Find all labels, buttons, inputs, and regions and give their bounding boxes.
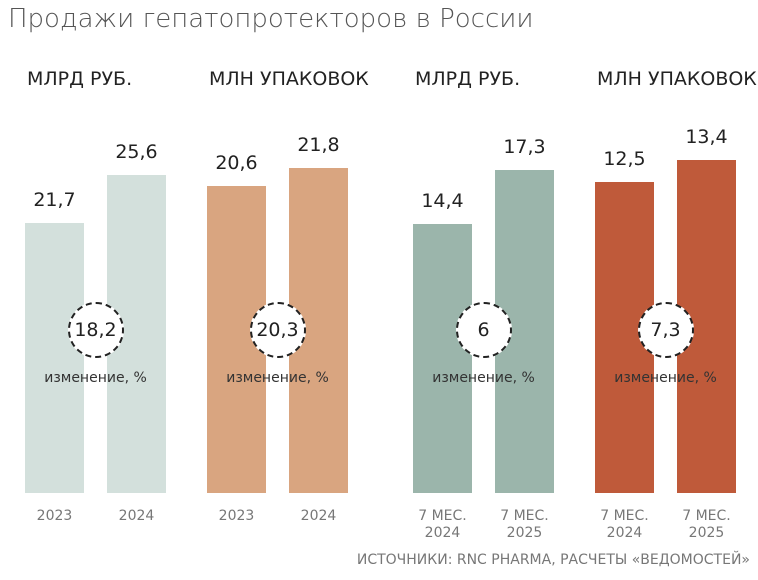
source: ИСТОЧНИКИ: RNC PHARMA, РАСЧЕТЫ «ВЕДОМОСТ…	[356, 552, 750, 568]
x-tick-label: 7 МЕС. 2025	[682, 508, 731, 541]
change-label: изменение, %	[226, 370, 329, 386]
panel-title: МЛН УПАКОВОК	[597, 68, 757, 90]
x-tick-label: 2024	[300, 508, 337, 524]
chart-title: Продажи гепатопротекторов в России	[8, 4, 534, 34]
x-tick-label: 7 МЕС. 2024	[600, 508, 649, 541]
value-label: 21,8	[297, 133, 340, 156]
change-circle: 18,2	[67, 302, 124, 358]
change-label: изменение, %	[432, 370, 535, 386]
value-label: 20,6	[215, 151, 258, 174]
value-label: 12,5	[603, 148, 646, 171]
change-circle: 20,3	[249, 302, 306, 358]
value-label: 13,4	[685, 125, 728, 148]
change-circle: 7,3	[637, 302, 694, 358]
value-label: 17,3	[503, 136, 546, 159]
value-label: 21,7	[33, 189, 76, 212]
x-tick-label: 2023	[36, 508, 73, 524]
panel-title: МЛН УПАКОВОК	[209, 68, 369, 90]
change-label: изменение, %	[614, 370, 717, 386]
value-label: 14,4	[421, 190, 464, 213]
x-tick-label: 2024	[118, 508, 155, 524]
bar	[413, 224, 472, 493]
x-tick-label: 2023	[218, 508, 255, 524]
change-circle: 6	[455, 302, 512, 358]
x-tick-label: 7 МЕС. 2025	[500, 508, 549, 541]
panel-title: МЛРД РУБ.	[415, 68, 521, 90]
bar	[25, 223, 84, 493]
change-label: изменение, %	[44, 370, 147, 386]
x-tick-label: 7 МЕС. 2024	[418, 508, 467, 541]
panel-title: МЛРД РУБ.	[27, 68, 133, 90]
value-label: 25,6	[115, 140, 158, 163]
